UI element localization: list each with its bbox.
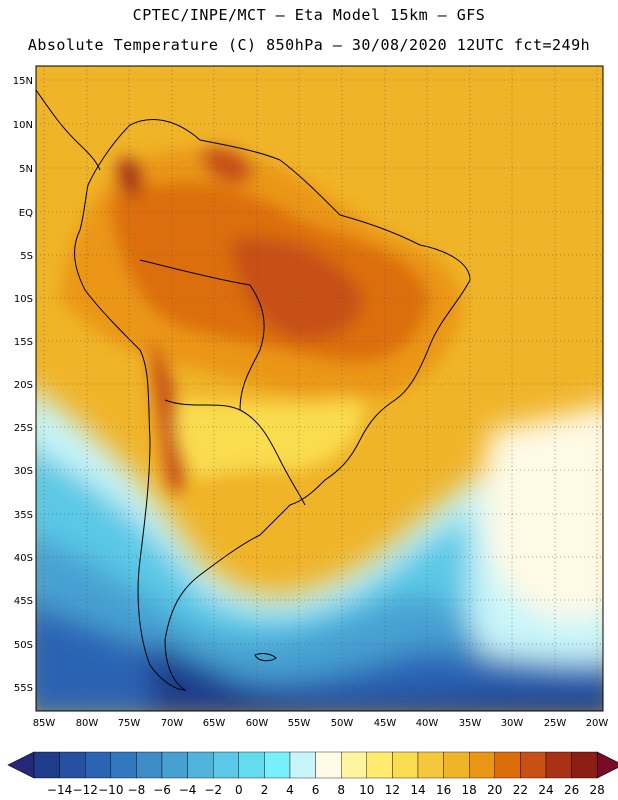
- latitude-labels: 15N 10N 5N EQ 5S 10S 15S 20S 25S 30S 35S…: [13, 76, 33, 694]
- colorbar-label: 8: [337, 783, 345, 797]
- colorbar-label: 6: [312, 783, 320, 797]
- colorbar-swatch: [187, 751, 214, 779]
- colorbar-swatch: [315, 751, 342, 779]
- central-america-coastline: [36, 89, 101, 171]
- colorbar-swatch: [392, 751, 419, 779]
- colorbar-swatch: [571, 751, 598, 779]
- colorbar-swatch: [443, 751, 470, 779]
- lat-label: 45S: [14, 596, 33, 607]
- lat-label: EQ: [19, 208, 33, 219]
- colorbar-label: 0: [235, 783, 243, 797]
- lat-label: 25S: [14, 423, 33, 434]
- lat-label: 10S: [14, 294, 33, 305]
- colorbar-swatch: [136, 751, 163, 779]
- colorbar-swatch: [161, 751, 188, 779]
- colorbar-label: 26: [564, 783, 579, 797]
- south-america-coastline: [74, 119, 471, 691]
- colorbar-swatch: [59, 751, 86, 779]
- colorbar-label: 2: [261, 783, 269, 797]
- colorbar-label: 20: [487, 783, 502, 797]
- lon-label: 70W: [161, 718, 184, 729]
- colorbar-label: 28: [590, 783, 605, 797]
- colorbar-label: 4: [286, 783, 294, 797]
- colorbar-label: −8: [128, 783, 146, 797]
- lon-label: 40W: [416, 718, 439, 729]
- lat-label: 5N: [19, 164, 33, 175]
- colorbar-swatch: [110, 751, 137, 779]
- longitude-labels: 85W 80W 75W 70W 65W 60W 55W 50W 45W 40W …: [33, 718, 609, 729]
- falklands-island: [254, 653, 277, 662]
- lat-label: 10N: [13, 120, 33, 131]
- colorbar-label: 22: [513, 783, 528, 797]
- lat-label: 15S: [14, 337, 33, 348]
- colorbar-swatch: [238, 751, 265, 779]
- brazil-border: [139, 259, 265, 411]
- lat-label: 40S: [14, 553, 33, 564]
- colorbar-swatch: [212, 751, 239, 779]
- colorbar-swatch: [366, 751, 393, 779]
- lat-label: 35S: [14, 510, 33, 521]
- colorbar-swatch: [520, 751, 547, 779]
- colorbar-label: −4: [179, 783, 197, 797]
- lon-label: 80W: [76, 718, 99, 729]
- lon-label: 60W: [246, 718, 269, 729]
- colorbar-label: 10: [359, 783, 374, 797]
- colorbar-swatch: [84, 751, 111, 779]
- colorbar-swatch: [545, 751, 572, 779]
- colorbar: −14 −12 −10 −8 −6 −4 −2 0 2 4 6 8 10 12 14 16 18 20 22 24 26…: [7, 751, 618, 797]
- lat-label: 20S: [14, 380, 33, 391]
- temperature-field: [36, 66, 603, 711]
- lon-label: 20W: [586, 718, 609, 729]
- colorbar-swatch: [289, 751, 316, 779]
- colorbar-swatch: [33, 751, 60, 779]
- colorbar-label: 16: [436, 783, 451, 797]
- colorbar-arrow-left: [7, 751, 35, 779]
- colorbar-swatch: [469, 751, 496, 779]
- lat-lon-grid: [36, 66, 603, 711]
- lon-label: 55W: [288, 718, 311, 729]
- lon-label: 85W: [33, 718, 56, 729]
- lon-label: 75W: [118, 718, 141, 729]
- coastlines: [36, 89, 471, 691]
- colorbar-label: −10: [98, 783, 123, 797]
- lon-label: 35W: [459, 718, 482, 729]
- lat-label: 5S: [20, 251, 33, 262]
- colorbar-label: −12: [73, 783, 98, 797]
- lon-label: 45W: [374, 718, 397, 729]
- colorbar-swatch: [417, 751, 444, 779]
- argentina-border: [164, 399, 306, 506]
- lat-label: 15N: [13, 76, 33, 87]
- lon-label: 50W: [331, 718, 354, 729]
- lon-label: 30W: [501, 718, 524, 729]
- colorbar-arrow-right: [596, 751, 618, 779]
- lat-label: 50S: [14, 640, 33, 651]
- colorbar-label: −6: [153, 783, 171, 797]
- colorbar-label: −2: [204, 783, 222, 797]
- colorbar-label: 18: [462, 783, 477, 797]
- colorbar-label: −14: [47, 783, 72, 797]
- colorbar-label: 14: [410, 783, 425, 797]
- colorbar-label: 24: [538, 783, 553, 797]
- colorbar-label: 12: [385, 783, 400, 797]
- map-title-line1: CPTEC/INPE/MCT – Eta Model 15km – GFS: [132, 6, 486, 24]
- lon-label: 65W: [203, 718, 226, 729]
- lat-label: 55S: [14, 683, 33, 694]
- colorbar-swatch: [264, 751, 291, 779]
- lon-label: 25W: [544, 718, 567, 729]
- map-title-line2: Absolute Temperature (C) 850hPa – 30/08/…: [27, 36, 591, 54]
- map-frame: [35, 65, 604, 712]
- colorbar-swatch: [494, 751, 521, 779]
- colorbar-swatch: [341, 751, 368, 779]
- lat-label: 30S: [14, 466, 33, 477]
